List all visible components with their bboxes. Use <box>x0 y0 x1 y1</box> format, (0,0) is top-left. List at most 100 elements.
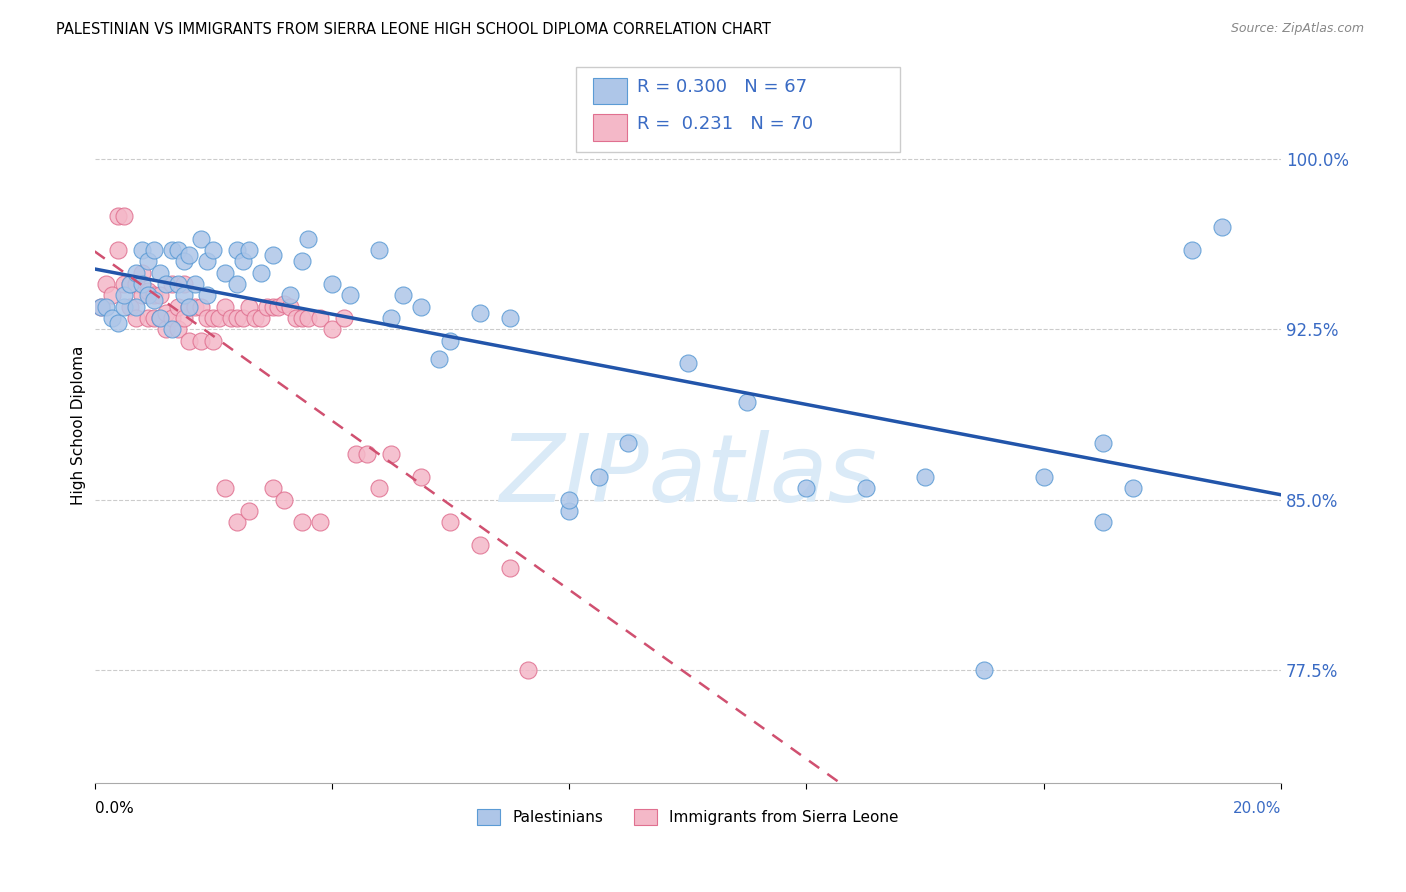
Point <box>1091 515 1114 529</box>
Point <box>238 300 260 314</box>
Point <box>735 395 758 409</box>
Point <box>195 254 218 268</box>
Point <box>120 277 142 291</box>
Point <box>149 288 172 302</box>
Point <box>112 288 135 302</box>
Point <box>160 277 183 291</box>
Point <box>262 247 284 261</box>
Point <box>297 311 319 326</box>
Text: ZIPatlas: ZIPatlas <box>499 430 877 521</box>
Point <box>149 311 172 326</box>
Point <box>96 277 118 291</box>
Point <box>256 300 278 314</box>
Point <box>136 288 159 302</box>
Text: PALESTINIAN VS IMMIGRANTS FROM SIERRA LEONE HIGH SCHOOL DIPLOMA CORRELATION CHAR: PALESTINIAN VS IMMIGRANTS FROM SIERRA LE… <box>56 22 770 37</box>
Point <box>291 515 314 529</box>
Point <box>914 470 936 484</box>
Point <box>136 254 159 268</box>
Point <box>262 300 284 314</box>
Point <box>297 232 319 246</box>
Point <box>179 300 201 314</box>
Point <box>173 277 195 291</box>
Point <box>339 288 361 302</box>
Point <box>380 311 402 326</box>
Point <box>1181 243 1204 257</box>
Point <box>155 306 177 320</box>
Point <box>468 538 491 552</box>
Point <box>136 284 159 298</box>
Point <box>1211 220 1233 235</box>
Point <box>136 311 159 326</box>
Point <box>184 277 207 291</box>
Point <box>101 311 124 326</box>
Point <box>226 243 249 257</box>
Point <box>166 300 188 314</box>
Point <box>166 277 188 291</box>
Point <box>190 232 212 246</box>
Point <box>558 504 581 518</box>
Point <box>112 209 135 223</box>
Point <box>409 300 432 314</box>
Point <box>160 243 183 257</box>
Y-axis label: High School Diploma: High School Diploma <box>72 346 86 506</box>
Point <box>149 266 172 280</box>
Point <box>499 560 522 574</box>
Point <box>131 243 153 257</box>
Point <box>232 311 254 326</box>
Point <box>238 243 260 257</box>
Point <box>190 300 212 314</box>
Point <box>344 447 367 461</box>
Text: 20.0%: 20.0% <box>1233 801 1281 816</box>
Point <box>973 663 995 677</box>
Point <box>214 300 236 314</box>
Point <box>190 334 212 348</box>
Point <box>112 300 135 314</box>
Point <box>155 277 177 291</box>
Point <box>107 316 129 330</box>
Point <box>208 311 231 326</box>
Point <box>173 254 195 268</box>
Point <box>195 311 218 326</box>
Point <box>291 311 314 326</box>
Point <box>219 311 242 326</box>
Point <box>125 277 148 291</box>
Point <box>855 481 877 495</box>
Point <box>226 277 249 291</box>
Point <box>89 300 111 314</box>
Point <box>173 288 195 302</box>
Point <box>267 300 290 314</box>
Point <box>309 515 332 529</box>
Point <box>166 322 188 336</box>
Point <box>356 447 378 461</box>
Point <box>120 277 142 291</box>
Point <box>179 247 201 261</box>
Point <box>160 311 183 326</box>
Legend: Palestinians, Immigrants from Sierra Leone: Palestinians, Immigrants from Sierra Leo… <box>477 809 898 825</box>
Point <box>112 277 135 291</box>
Point <box>796 481 818 495</box>
Point <box>238 504 260 518</box>
Point <box>202 334 225 348</box>
Point <box>120 300 142 314</box>
Point <box>149 311 172 326</box>
Point <box>142 293 165 307</box>
Point <box>96 300 118 314</box>
Text: R = 0.300   N = 67: R = 0.300 N = 67 <box>637 78 807 96</box>
Point <box>166 243 188 257</box>
Point <box>179 334 201 348</box>
Point <box>368 243 391 257</box>
Point <box>273 492 295 507</box>
Point <box>516 663 538 677</box>
Point <box>273 297 295 311</box>
Point <box>131 266 153 280</box>
Text: 0.0%: 0.0% <box>94 801 134 816</box>
Point <box>226 515 249 529</box>
Point <box>291 254 314 268</box>
Point <box>107 209 129 223</box>
Point <box>214 266 236 280</box>
Point <box>427 351 450 366</box>
Point <box>202 243 225 257</box>
Point <box>226 311 249 326</box>
Point <box>588 470 610 484</box>
Point <box>125 300 148 314</box>
